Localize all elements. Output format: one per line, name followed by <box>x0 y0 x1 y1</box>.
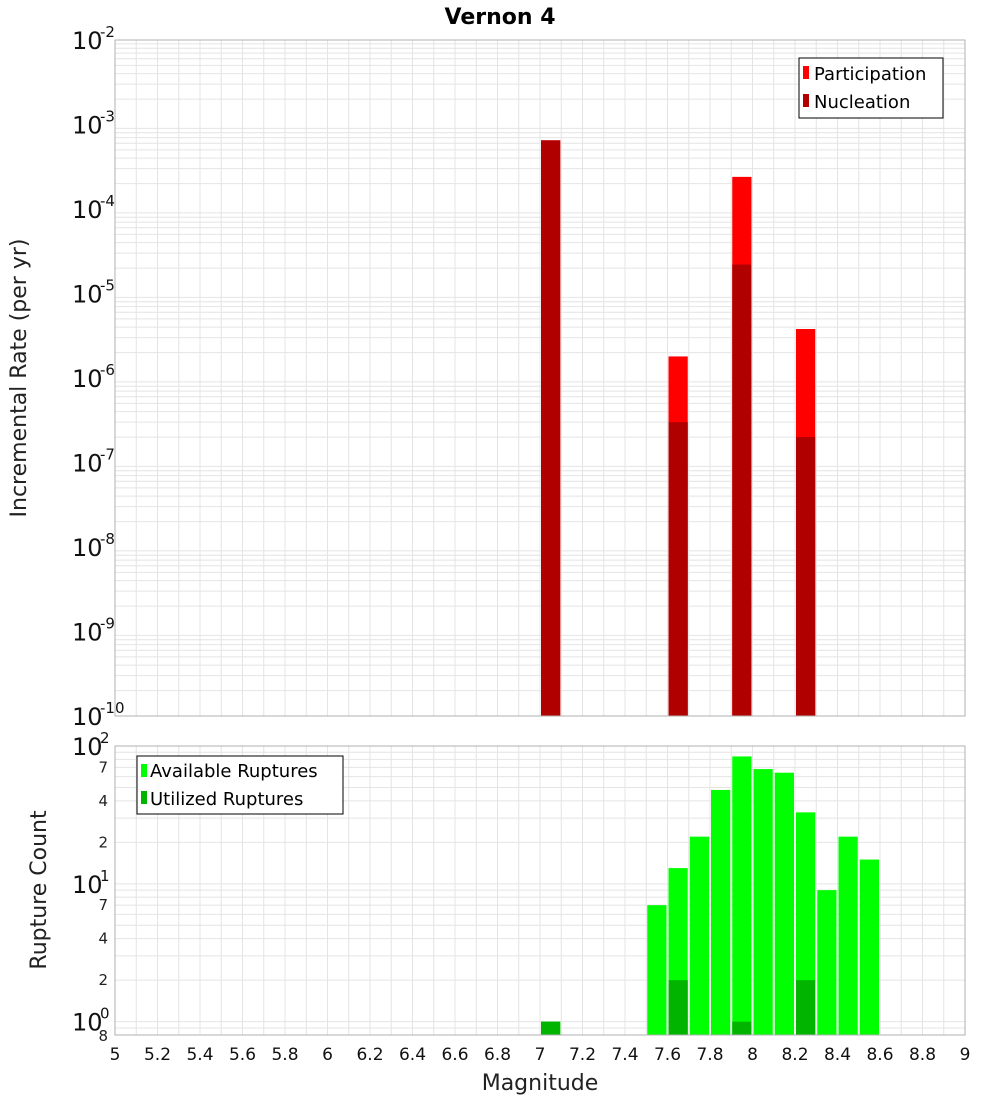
rate-y-tick-exponent: -3 <box>100 108 115 126</box>
utilized-legend-swatch <box>141 791 147 804</box>
magnitude-x-tick-label: 5 <box>110 1045 121 1065</box>
available-rupture-bar <box>796 812 816 1035</box>
magnitude-x-tick-label: 7.2 <box>569 1045 596 1065</box>
available-rupture-bar <box>647 905 667 1035</box>
count-y-minor-label: 7 <box>98 758 108 776</box>
rupture-legend: Available Ruptures Utilized Ruptures <box>136 755 344 815</box>
count-y-minor-label: 2 <box>98 971 108 989</box>
count-panel-y-axis-title: Rupture Count <box>27 810 52 970</box>
count-y-minor-label: 2 <box>98 833 108 851</box>
magnitude-x-tick-label: 6 <box>322 1045 333 1065</box>
count-y-tick-exponent: 1 <box>100 867 110 885</box>
rate-y-tick-exponent: -4 <box>100 192 115 210</box>
nucleation-bar <box>796 437 816 716</box>
magnitude-x-tick-label: 8.6 <box>866 1045 893 1065</box>
count-y-minor-label: 8 <box>98 1027 108 1045</box>
magnitude-x-tick-label: 6.2 <box>356 1045 383 1065</box>
count-y-minor-label: 4 <box>98 792 108 810</box>
utilized-legend-label: Utilized Ruptures <box>150 789 303 810</box>
utilized-rupture-bar <box>668 980 688 1035</box>
available-rupture-bar <box>859 859 879 1035</box>
rate-y-tick-exponent: -2 <box>100 23 115 41</box>
rate-y-tick-exponent: -7 <box>100 446 115 464</box>
magnitude-x-tick-label: 5.6 <box>229 1045 256 1065</box>
rate-y-tick-label: 10 <box>72 534 103 562</box>
available-rupture-bar <box>689 836 709 1035</box>
rate-y-tick-label: 10 <box>72 112 103 140</box>
magnitude-x-tick-label: 5.4 <box>186 1045 213 1065</box>
rate-y-tick-exponent: -10 <box>100 699 125 717</box>
count-y-tick-label: 10 <box>72 733 103 761</box>
rate-legend-box <box>798 57 944 119</box>
rate-panel-frame <box>114 39 966 717</box>
available-rupture-bar <box>817 890 837 1035</box>
utilized-rupture-bar <box>541 1021 561 1035</box>
utilized-rupture-bar <box>796 980 816 1035</box>
available-rupture-bar <box>732 756 752 1035</box>
rate-y-tick-exponent: -9 <box>100 615 115 633</box>
magnitude-x-tick-label: 6.4 <box>399 1045 426 1065</box>
magnitude-x-tick-label: 5.2 <box>144 1045 171 1065</box>
rate-y-tick-exponent: -6 <box>100 361 115 379</box>
count-y-minor-label: 7 <box>98 896 108 914</box>
rate-y-tick-label: 10 <box>72 619 103 647</box>
count-y-minor-label: 4 <box>98 930 108 948</box>
magnitude-x-tick-label: 8 <box>747 1045 758 1065</box>
rate-y-tick-label: 10 <box>72 196 103 224</box>
rate-y-tick-label: 10 <box>72 450 103 478</box>
rupture-legend-box <box>136 755 344 815</box>
nucleation-legend-swatch <box>803 94 809 107</box>
participation-legend-swatch <box>803 66 809 79</box>
available-legend-swatch <box>141 764 147 777</box>
magnitude-x-tick-label: 7.4 <box>611 1045 638 1065</box>
available-rupture-bar <box>753 769 773 1035</box>
available-rupture-bar <box>774 772 794 1035</box>
rate-y-tick-label: 10 <box>72 281 103 309</box>
count-y-tick-label: 10 <box>72 871 103 899</box>
count-panel-frame <box>114 745 966 1036</box>
magnitude-x-tick-label: 8.8 <box>909 1045 936 1065</box>
rate-y-tick-exponent: -8 <box>100 530 115 548</box>
magnitude-x-tick-label: 8.2 <box>781 1045 808 1065</box>
available-legend-label: Available Ruptures <box>150 761 318 782</box>
x-axis-title: Magnitude <box>482 1071 599 1096</box>
rate-y-tick-exponent: -5 <box>100 277 115 295</box>
rate-y-tick-label: 10 <box>72 703 103 731</box>
magnitude-x-tick-label: 7.8 <box>696 1045 723 1065</box>
participation-legend-label: Participation <box>814 64 926 85</box>
rate-panel-bars <box>541 140 816 717</box>
nucleation-bar <box>541 140 561 716</box>
rate-panel-grid <box>114 40 966 716</box>
available-rupture-bar <box>711 789 731 1035</box>
magnitude-x-tick-label: 9 <box>960 1045 971 1065</box>
count-y-tick-exponent: 2 <box>100 729 110 747</box>
rate-panel-y-axis-title: Incremental Rate (per yr) <box>7 239 32 518</box>
nucleation-bar <box>668 422 688 716</box>
magnitude-x-tick-label: 6.6 <box>441 1045 468 1065</box>
rate-y-tick-label: 10 <box>72 27 103 55</box>
magnitude-x-tick-label: 5.8 <box>271 1045 298 1065</box>
available-rupture-bar <box>838 836 858 1035</box>
chart-title: Vernon 4 <box>445 5 556 30</box>
count-y-tick-exponent: 0 <box>100 1005 110 1023</box>
magnitude-x-tick-label: 6.8 <box>484 1045 511 1065</box>
rate-legend: Participation Nucleation <box>798 57 944 119</box>
rate-y-tick-label: 10 <box>72 365 103 393</box>
nucleation-legend-label: Nucleation <box>814 92 910 113</box>
utilized-rupture-bar <box>732 1021 752 1035</box>
count-y-tick-label: 10 <box>72 1009 103 1037</box>
count-panel-bars <box>541 756 879 1035</box>
magnitude-x-tick-label: 7.6 <box>654 1045 681 1065</box>
magnitude-x-tick-label: 7 <box>535 1045 546 1065</box>
magnitude-x-tick-label: 8.4 <box>824 1045 851 1065</box>
magnitude-x-ticks: 5 5.2 5.4 5.6 5.8 6 6.2 6.4 6.6 6.8 7 7.2 7.4 7.6 7.8 8… <box>110 1045 971 1065</box>
nucleation-bar <box>732 264 752 716</box>
